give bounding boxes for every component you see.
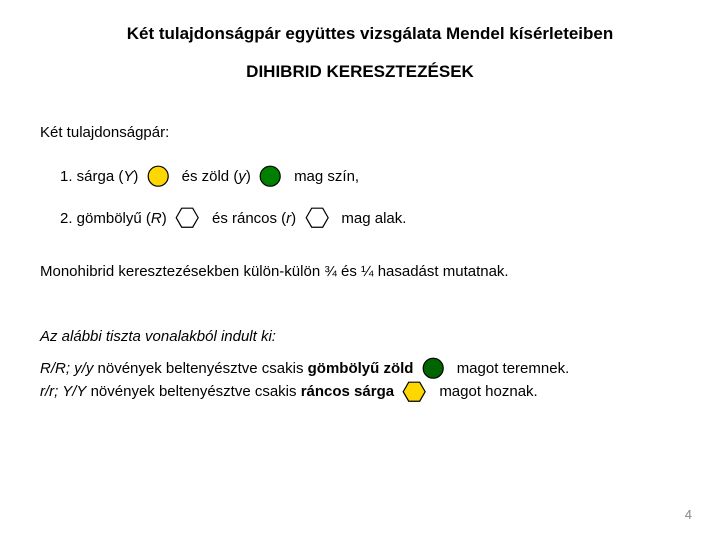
line2-phenotype: ráncos sárga: [301, 383, 394, 400]
line2-mid: növények beltenyésztve csakis: [86, 383, 300, 400]
pure-line-1: R/R; y/y növények beltenyésztve csakis g…: [40, 357, 680, 379]
trait1-connector: és zöld (: [169, 168, 238, 185]
trait2-prefix: 2. gömbölyű (: [60, 210, 151, 227]
trait1-line: 1. sárga ( Y ) és zöld ( y ) mag szín,: [60, 165, 680, 187]
trait2-suffix: mag alak.: [329, 210, 407, 227]
line2-suffix: magot hoznak.: [427, 383, 538, 400]
trait1-allele1: Y: [123, 168, 133, 185]
pure-line-2: r/r; Y/Y növények beltenyésztve csakis r…: [40, 381, 680, 402]
line1-suffix: magot teremnek.: [444, 360, 569, 377]
trait2-line: 2. gömbölyű ( R ) és ráncos ( r ) mag al…: [60, 207, 680, 228]
trait2-mid1: ): [162, 210, 175, 227]
trait2-mid2: ): [291, 210, 304, 227]
section-heading: Két tulajdonságpár:: [40, 124, 680, 141]
line1-genotype: R/R; y/y: [40, 360, 93, 377]
line2-genotype: r/r; Y/Y: [40, 383, 86, 400]
line1-mid: növények beltenyésztve csakis: [93, 360, 307, 377]
pure-lines-heading: Az alábbi tiszta vonalakból indult ki:: [40, 328, 680, 345]
trait1-mid2: ): [246, 168, 259, 185]
page-number: 4: [685, 507, 692, 522]
trait2-allele1: R: [151, 210, 162, 227]
trait1-suffix: mag szín,: [282, 168, 360, 185]
trait1-prefix: 1. sárga (: [60, 168, 123, 185]
line1-phenotype: gömbölyű zöld: [308, 360, 414, 377]
page-subtitle: DIHIBRID KERESZTEZÉSEK: [40, 62, 680, 82]
monohybrid-text: Monohibrid keresztezésekben külön-külön …: [40, 263, 680, 280]
trait2-connector: és ráncos (: [199, 210, 286, 227]
page-title: Két tulajdonságpár együttes vizsgálata M…: [60, 24, 680, 44]
trait1-allele2: y: [238, 168, 246, 185]
trait1-mid1: ): [133, 168, 146, 185]
